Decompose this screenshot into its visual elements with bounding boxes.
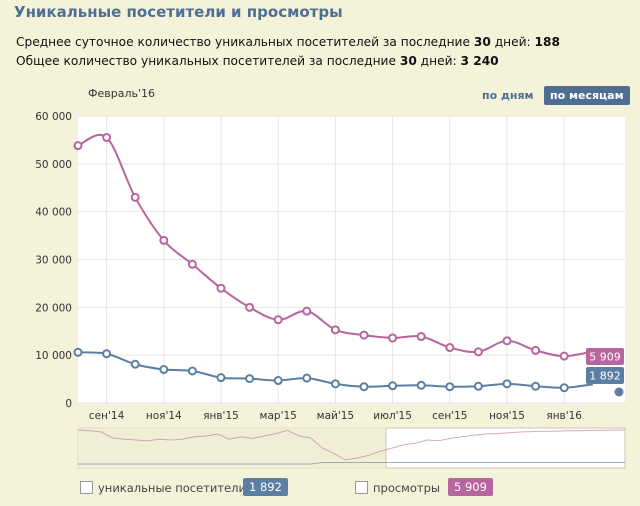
x-tick-label: июл'15 <box>373 410 412 422</box>
y-tick-label: 20 000 <box>35 302 72 314</box>
visitors-point <box>330 379 340 389</box>
views-point <box>187 259 197 269</box>
visitors-point <box>473 381 483 391</box>
views-point <box>216 283 226 293</box>
navigator-visitors-line <box>78 462 625 465</box>
navigator-views-line <box>77 429 625 461</box>
visitors-end-label-bg <box>586 367 624 384</box>
visitors-legend-label: уникальные посетители <box>98 481 246 495</box>
stat2-days: 30 <box>399 54 417 68</box>
x-tick-label: мар'15 <box>260 410 297 422</box>
y-tick-label: 50 000 <box>35 159 72 171</box>
visitors-point <box>559 383 569 393</box>
y-tick-label: 60 000 <box>35 111 72 123</box>
x-tick-label: май'15 <box>317 410 354 422</box>
x-tick-label: ноя'14 <box>146 410 182 422</box>
views-point <box>502 336 512 346</box>
x-tick-label: янв'16 <box>546 410 582 422</box>
y-tick-label: 0 <box>65 398 72 410</box>
page-title: Уникальные посетители и просмотры <box>14 3 343 21</box>
views-point <box>473 347 483 357</box>
views-point <box>416 332 426 342</box>
visitors-point <box>416 380 426 390</box>
period-label: Февраль'16 <box>88 87 155 100</box>
visitors-point <box>245 374 255 384</box>
visitors-checkbox[interactable] <box>80 481 93 494</box>
visitors-point <box>388 381 398 391</box>
visitors-point <box>130 359 140 369</box>
visitors-point <box>273 376 283 386</box>
views-point <box>130 192 140 202</box>
navigator-mask <box>78 428 386 468</box>
views-point <box>159 235 169 245</box>
stat2-prefix: Общее количество уникальных посетителей … <box>16 54 400 68</box>
visitors-point <box>73 347 83 357</box>
x-tick-label: сен'14 <box>89 410 125 422</box>
views-point <box>302 306 312 316</box>
views-point <box>445 343 455 353</box>
visitors-point <box>216 373 226 383</box>
views-point <box>559 351 569 361</box>
views-point <box>388 333 398 343</box>
visitors-legend-value: 1 892 <box>243 478 288 496</box>
views-point <box>102 133 112 143</box>
views-legend-label: просмотры <box>373 481 440 495</box>
views-point <box>359 330 369 340</box>
visitors-point <box>159 365 169 375</box>
views-checkbox[interactable] <box>355 481 368 494</box>
visitors-point <box>445 382 455 392</box>
avg-daily-visitors-stat: Среднее суточное количество уникальных п… <box>16 35 560 49</box>
views-point <box>531 345 541 355</box>
navigator-window <box>385 427 626 469</box>
by-days-button[interactable]: по дням <box>482 89 534 102</box>
views-legend-value: 5 909 <box>448 478 493 496</box>
stat1-days: 30 <box>473 35 491 49</box>
y-tick-label: 30 000 <box>35 255 72 267</box>
stat1-mid: дней: <box>490 35 535 49</box>
visitors-point <box>531 381 541 391</box>
by-months-button[interactable]: по месяцам <box>544 86 630 105</box>
total-visitors-stat: Общее количество уникальных посетителей … <box>16 54 499 68</box>
y-tick-label: 10 000 <box>35 350 72 362</box>
views-end-label: 5 909 <box>589 351 621 364</box>
visitors-point <box>187 366 197 376</box>
visitors-point <box>359 382 369 392</box>
stat2-mid: дней: <box>416 54 461 68</box>
visitors-current-point <box>614 387 624 397</box>
x-tick-label: янв'15 <box>203 410 239 422</box>
x-tick-label: ноя'15 <box>489 410 525 422</box>
stat1-prefix: Среднее суточное количество уникальных п… <box>16 35 474 49</box>
visitors-point <box>102 349 112 359</box>
views-point <box>273 315 283 325</box>
stat2-value: 3 240 <box>460 54 499 68</box>
y-tick-label: 40 000 <box>35 207 72 219</box>
views-point <box>330 325 340 335</box>
views-point <box>73 141 83 151</box>
stat1-value: 188 <box>534 35 560 49</box>
x-tick-label: сен'15 <box>432 410 467 422</box>
visitors-end-label: 1 892 <box>589 370 621 383</box>
views-end-label-bg <box>586 348 624 365</box>
visitors-point <box>302 373 312 383</box>
visitors-point <box>502 379 512 389</box>
views-point <box>245 302 255 312</box>
